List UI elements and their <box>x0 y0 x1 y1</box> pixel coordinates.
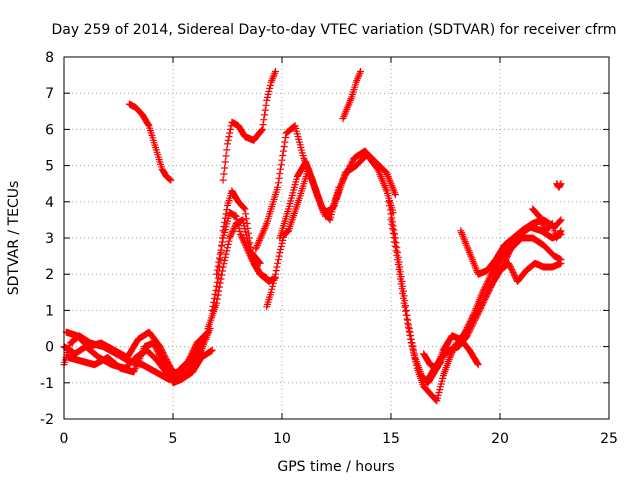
series-track-10 <box>263 227 292 311</box>
data-point-markers <box>125 100 175 184</box>
data-point-markers <box>487 259 565 289</box>
y-tick-label: 0 <box>45 340 54 356</box>
series-track-4 <box>64 339 216 387</box>
x-axis-label: GPS time / hours <box>277 459 394 475</box>
y-tick-label: 2 <box>45 267 54 283</box>
series-track-23 <box>553 180 565 191</box>
y-axis-label: SDTVAR / TECUs <box>6 181 22 296</box>
chart-title: Day 259 of 2014, Sidereal Day-to-day VTE… <box>52 22 617 38</box>
y-tick-label: 4 <box>45 195 54 211</box>
series-track-8 <box>213 209 271 282</box>
series-track-5 <box>125 100 175 184</box>
y-tick-label: 5 <box>45 159 54 175</box>
series-track-21 <box>487 259 565 289</box>
y-tick-label: -2 <box>40 412 54 428</box>
data-point-markers <box>64 339 216 387</box>
data-point-markers <box>339 68 364 122</box>
y-tick-label: 7 <box>45 86 54 102</box>
x-tick-label: 0 <box>60 431 69 447</box>
x-tick-label: 10 <box>273 431 291 447</box>
y-tick-label: 6 <box>45 122 54 138</box>
data-points <box>60 68 565 405</box>
data-point-markers <box>387 216 460 405</box>
data-point-markers <box>213 209 271 282</box>
y-tick-label: 3 <box>45 231 54 247</box>
plot-frame <box>63 56 610 420</box>
y-tick-labels: -2 -1 0 1 2 3 4 5 6 7 8 <box>40 50 54 428</box>
x-tick-label: 15 <box>382 431 400 447</box>
y-tick-label: 1 <box>45 303 54 319</box>
series-track-9 <box>219 68 279 184</box>
x-tick-label: 5 <box>169 431 178 447</box>
series-track-16 <box>387 216 460 405</box>
x-tick-label: 20 <box>491 431 509 447</box>
data-point-markers <box>529 205 565 242</box>
data-point-markers <box>553 180 565 191</box>
x-tick-label: 25 <box>600 431 618 447</box>
data-point-markers <box>263 227 292 311</box>
data-point-markers <box>219 68 279 184</box>
series-track-14 <box>339 68 364 122</box>
series-track-13 <box>285 151 397 235</box>
y-tick-label: -1 <box>40 376 54 392</box>
data-point-markers <box>285 151 397 235</box>
series-track-22 <box>529 205 565 242</box>
y-tick-label: 8 <box>45 50 54 66</box>
x-tick-labels: 0 5 10 15 20 25 <box>60 431 618 447</box>
